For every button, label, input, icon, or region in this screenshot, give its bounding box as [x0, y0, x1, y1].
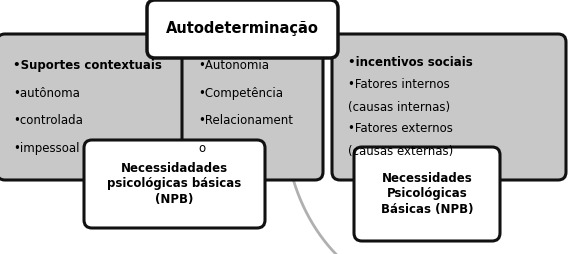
FancyBboxPatch shape	[147, 0, 338, 58]
Text: Autodeterminação: Autodeterminação	[166, 22, 319, 37]
Text: •Relacionament: •Relacionament	[198, 114, 293, 127]
FancyBboxPatch shape	[332, 34, 566, 180]
Text: •Fatores externos: •Fatores externos	[348, 122, 453, 135]
Text: •autônoma: •autônoma	[13, 87, 80, 100]
FancyBboxPatch shape	[354, 147, 500, 241]
Text: •incentivos sociais: •incentivos sociais	[348, 56, 473, 70]
FancyBboxPatch shape	[0, 34, 198, 180]
FancyBboxPatch shape	[182, 34, 323, 180]
Text: •Suportes contextuais: •Suportes contextuais	[13, 59, 162, 72]
Text: •Fatores internos: •Fatores internos	[348, 78, 450, 91]
Text: Necessidadades
psicológicas básicas
(NPB): Necessidadades psicológicas básicas (NPB…	[108, 163, 242, 205]
Text: •Competência: •Competência	[198, 87, 283, 100]
Text: Necessidades
Psicológicas
Básicas (NPB): Necessidades Psicológicas Básicas (NPB)	[381, 172, 473, 215]
FancyBboxPatch shape	[84, 140, 265, 228]
Text: (causas internas): (causas internas)	[348, 101, 450, 114]
Text: •controlada: •controlada	[13, 114, 83, 127]
Text: •impessoal: •impessoal	[13, 142, 80, 155]
Text: (causas externas): (causas externas)	[348, 145, 453, 157]
Text: o: o	[198, 142, 205, 155]
Text: •Autonomia: •Autonomia	[198, 59, 269, 72]
